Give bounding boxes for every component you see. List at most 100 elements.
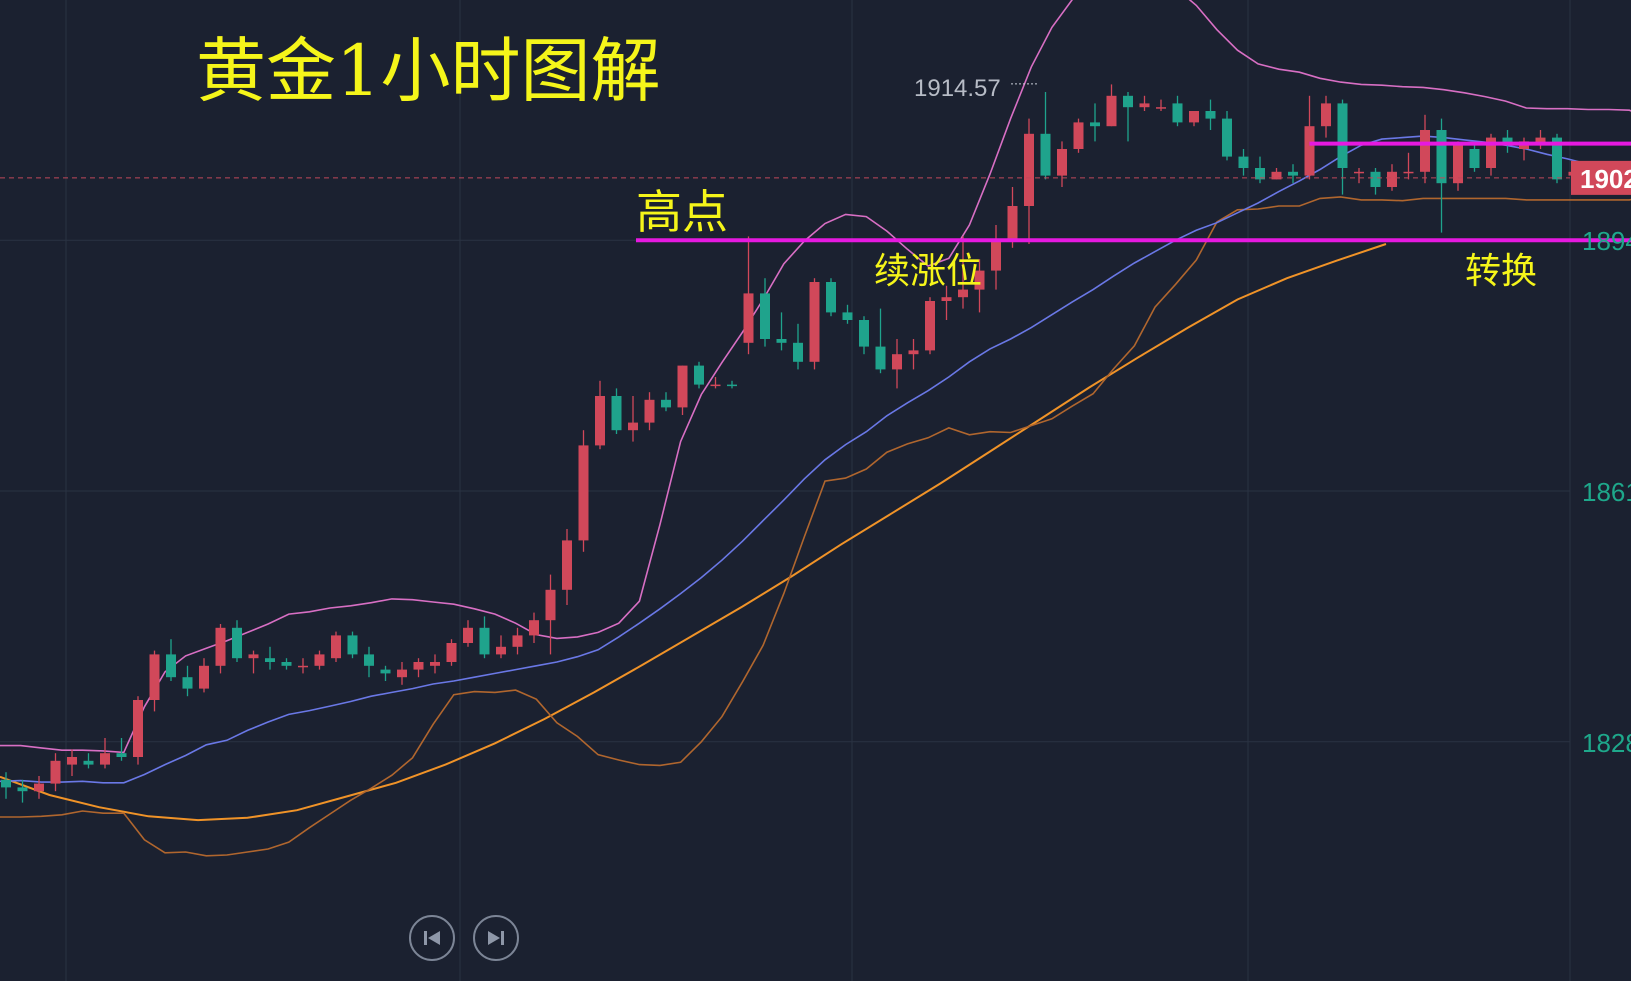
- candle-body: [463, 627, 473, 643]
- candle: [1156, 99, 1166, 111]
- bollinger-lower-band: [0, 196, 1631, 857]
- skip-forward-button[interactable]: [473, 915, 519, 961]
- candle-body: [958, 289, 968, 298]
- candle: [1106, 84, 1117, 127]
- current-price-tag: [1571, 160, 1631, 195]
- candle: [1354, 168, 1364, 184]
- candle: [331, 631, 341, 662]
- candle: [232, 620, 242, 662]
- candle-body: [793, 342, 803, 362]
- bollinger-middle-band: [0, 135, 1631, 784]
- candle: [1057, 141, 1067, 187]
- price-tick-label: 1927: [1582, 0, 1631, 5]
- candle: [578, 430, 589, 552]
- candle-body: [1370, 171, 1381, 187]
- candle: [364, 646, 374, 678]
- candle-body: [1337, 103, 1348, 168]
- skip-back-button[interactable]: [409, 915, 455, 961]
- candle: [776, 312, 787, 351]
- candle: [842, 304, 853, 324]
- candle: [133, 696, 143, 765]
- candle-body: [83, 760, 94, 765]
- candle-body: [265, 658, 275, 662]
- candle: [281, 658, 292, 670]
- candle: [1387, 164, 1397, 191]
- candle: [1123, 92, 1133, 142]
- candle-body: [199, 665, 209, 689]
- candle-body: [562, 540, 572, 590]
- chart-title: 黄金1小时图解: [196, 30, 661, 112]
- candle: [1420, 114, 1430, 184]
- candle-body: [809, 282, 820, 362]
- candle: [496, 635, 506, 659]
- ma-line: [0, 243, 1387, 822]
- candle: [50, 753, 61, 792]
- candle: [743, 236, 754, 355]
- candle: [1139, 95, 1150, 111]
- candle-body: [677, 365, 688, 408]
- candle: [347, 631, 358, 659]
- candle-body: [1535, 137, 1546, 146]
- candle: [1469, 145, 1480, 172]
- candle: [1552, 133, 1562, 184]
- candle: [545, 574, 556, 655]
- candle: [166, 639, 176, 681]
- candle-body: [529, 620, 539, 636]
- candle: [1, 772, 11, 799]
- candle: [1288, 164, 1298, 184]
- candle-body: [380, 669, 391, 674]
- candle: [265, 646, 275, 670]
- candle: [149, 650, 160, 712]
- candle-body: [1255, 168, 1265, 180]
- candle: [298, 658, 308, 674]
- candle: [380, 665, 391, 681]
- candle-body: [1123, 95, 1133, 108]
- candle-body: [925, 301, 935, 351]
- candle-body: [100, 753, 110, 765]
- candle: [83, 753, 94, 769]
- candle-body: [743, 293, 754, 343]
- candle-body: [628, 422, 638, 431]
- candle-body: [1090, 122, 1100, 127]
- candle-body: [314, 654, 325, 666]
- candle: [1321, 95, 1331, 138]
- candle-body: [1321, 103, 1331, 127]
- candle: [1189, 111, 1199, 127]
- candle-body: [545, 589, 556, 621]
- candle: [1436, 118, 1447, 233]
- candle: [199, 658, 209, 693]
- candle: [1205, 99, 1216, 130]
- candle-body: [232, 627, 242, 659]
- candle-body: [1024, 133, 1034, 206]
- candle: [248, 650, 259, 674]
- candle-body: [776, 339, 787, 343]
- candle-body: [50, 760, 61, 784]
- candle: [809, 278, 820, 370]
- candle-body: [578, 445, 589, 541]
- candle: [562, 529, 572, 605]
- candle: [710, 377, 721, 389]
- candle-body: [364, 654, 374, 666]
- candle-body: [215, 627, 226, 666]
- candle-body: [842, 312, 853, 320]
- candle-body: [298, 665, 308, 668]
- candle-body: [67, 757, 77, 765]
- candle-body: [1387, 171, 1397, 187]
- candle-body: [859, 320, 869, 347]
- candle-body: [760, 293, 770, 339]
- candle-body: [430, 662, 440, 666]
- candle: [1535, 130, 1546, 149]
- candle-body: [413, 662, 424, 670]
- candle: [875, 308, 886, 374]
- candle: [1073, 118, 1084, 153]
- candle: [1502, 130, 1513, 153]
- candle-body: [1205, 111, 1216, 119]
- candle: [446, 639, 457, 666]
- candle-body: [611, 396, 622, 431]
- candle-body: [248, 654, 259, 659]
- candle-body: [941, 297, 952, 301]
- candle-body: [331, 635, 341, 659]
- candles: [1, 84, 1628, 803]
